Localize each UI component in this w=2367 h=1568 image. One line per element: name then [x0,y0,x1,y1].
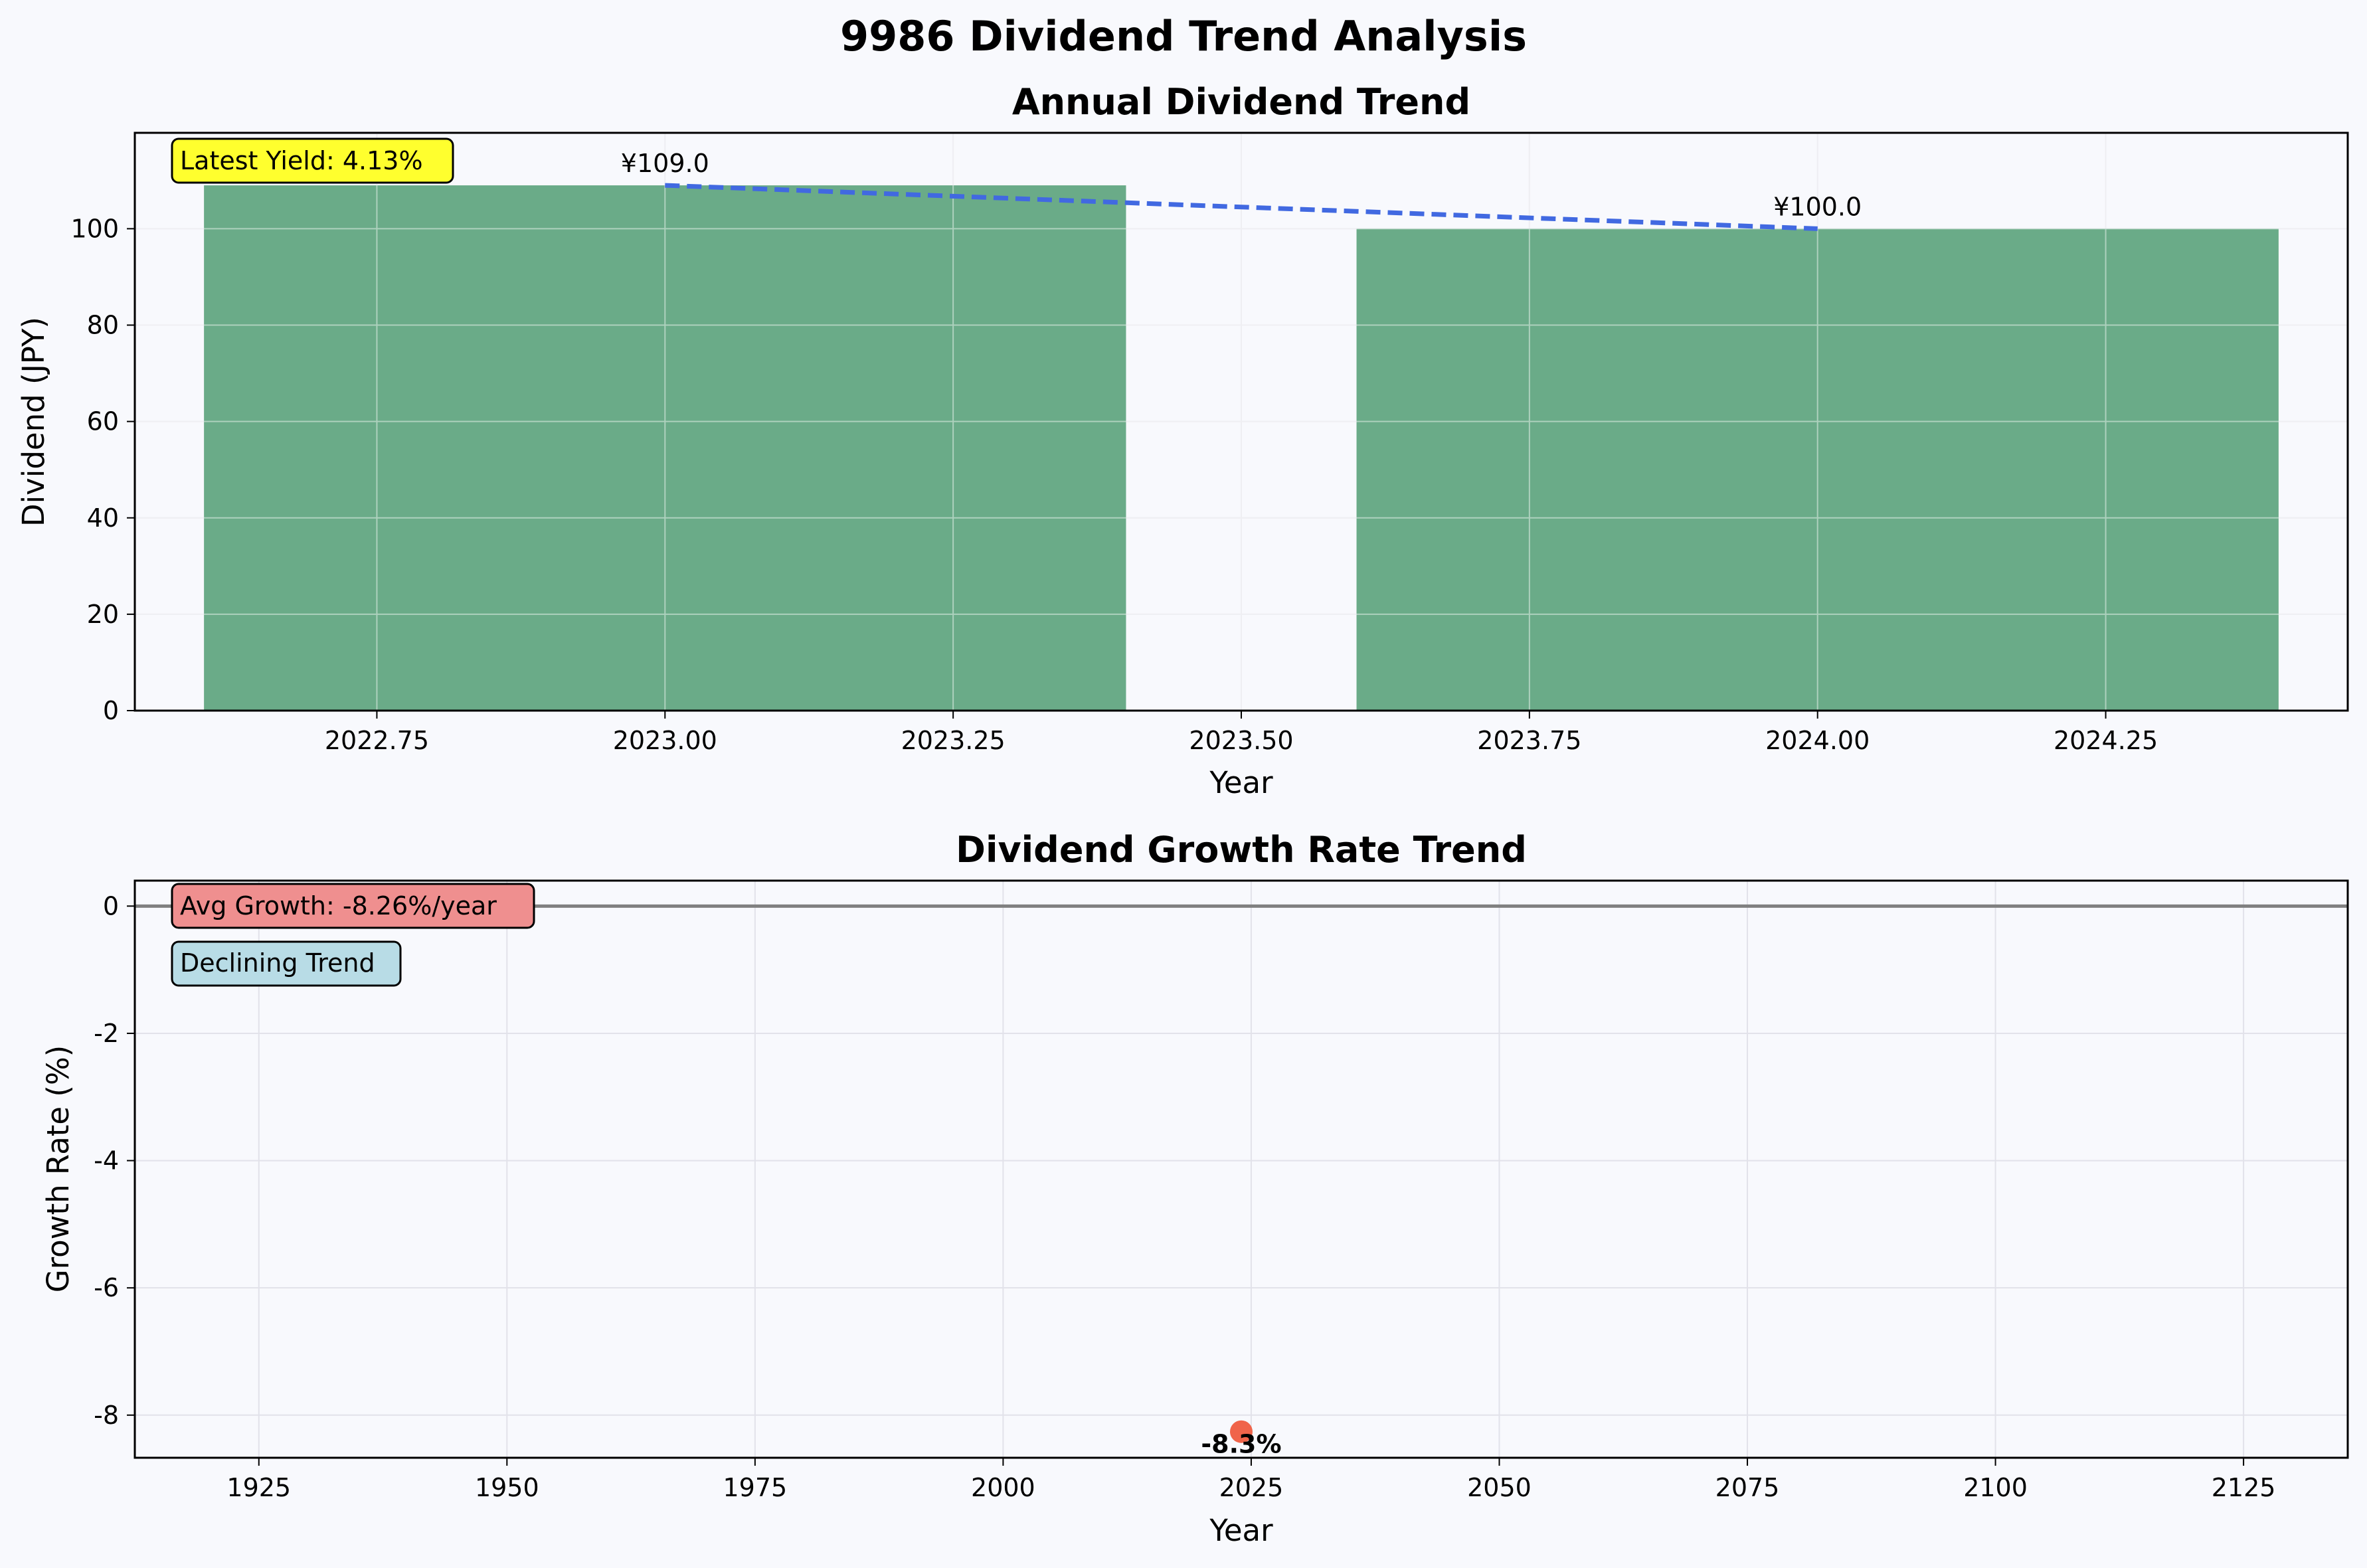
annual-x-tick-label: 2024.00 [1765,726,1870,755]
growth-x-tick-label: 2100 [1963,1473,2028,1502]
growth-points [1230,1420,1253,1443]
growth-data-labels: -8.3% [1201,1430,1281,1459]
annual-y-tick-label: 20 [87,600,119,629]
avg-growth-box [171,883,535,929]
annual-x-axis-label: Year [1209,765,1273,800]
annual-x-tick-label: 2023.25 [901,726,1006,755]
annual-x-tick-label: 2023.50 [1189,726,1293,755]
annual-y-tick-label: 80 [87,311,119,340]
annual-y-tick-label: 40 [87,503,119,533]
annual-data-labels: ¥109.0 ¥100.0 [621,149,1862,221]
growth-y-ticks: 0 -2 -4 -6 -8 [94,891,135,1430]
growth-x-tick-label: 2025 [1219,1473,1284,1502]
growth-x-tick-label: 2050 [1467,1473,1532,1502]
growth-y-tick-label: 0 [103,891,119,920]
avg-growth-text: Avg Growth: -8.26%/year [180,891,497,920]
annual-x-ticks: 2022.75 2023.00 2023.25 2023.50 2023.75 2024.… [325,711,2158,755]
growth-grid [135,881,2348,1458]
latest-yield-text: Latest Yield: 4.13% [180,146,423,175]
growth-value-label: -8.3% [1201,1430,1281,1459]
growth-x-ticks: 1925 1950 1975 2000 2025 2050 2075 2100 2125 [226,1458,2275,1502]
growth-x-tick-label: 2000 [971,1473,1035,1502]
annual-bars [135,133,2348,711]
latest-yield-annotation: Latest Yield: 4.13% [171,137,454,184]
annual-x-tick-label: 2022.75 [325,726,429,755]
growth-plot-frame [133,879,2349,1459]
annual-y-axis-label: Dividend (JPY) [16,317,51,527]
growth-x-tick-label: 1950 [475,1473,539,1502]
dividend-bar [204,185,1126,711]
dividend-bar [1356,228,2279,711]
dividend-value-label: ¥100.0 [1773,192,1862,221]
annual-chart-title: Annual Dividend Trend [1012,81,1470,123]
annual-trend-layer [665,183,1818,231]
growth-x-axis-label: Year [1209,1513,1273,1548]
growth-x-tick-label: 1925 [226,1473,291,1502]
growth-x-tick-label: 2075 [1715,1473,1780,1502]
growth-x-tick-label: 1975 [723,1473,787,1502]
trend-status-box [171,940,402,987]
growth-y-tick-label: -2 [94,1019,119,1048]
growth-plot-area [135,881,2348,1458]
dividend-value-label: ¥109.0 [621,149,709,178]
trend-status-text: Declining Trend [180,948,375,978]
growth-rate-panel: -8.3% 1925 1950 1975 2000 2025 2050 2075 2100 21… [41,829,2349,1548]
growth-y-axis-label: Growth Rate (%) [41,1045,76,1293]
latest-yield-box [171,137,454,184]
avg-growth-annotation: Avg Growth: -8.26%/year [171,883,535,929]
annual-x-tick-label: 2023.00 [613,726,717,755]
annual-x-tick-label: 2024.25 [2054,726,2158,755]
growth-y-tick-label: -4 [94,1146,119,1176]
annual-y-ticks: 0 20 40 60 80 100 [70,214,135,725]
annual-y-tick-label: 60 [87,407,119,436]
annual-y-tick-label: 0 [103,696,119,725]
growth-y-tick-label: -6 [94,1273,119,1302]
growth-chart-title: Dividend Growth Rate Trend [956,829,1527,871]
annual-dividend-panel: ¥109.0 ¥100.0 2022.75 2023.00 2023.25 2023.5… [16,81,2349,800]
dividend-trend-line [665,183,1818,231]
annual-x-tick-label: 2023.75 [1477,726,1581,755]
growth-point [1230,1420,1253,1443]
trend-status-annotation: Declining Trend [171,940,402,987]
annual-y-tick-label: 100 [70,214,119,243]
growth-x-tick-label: 2125 [2212,1473,2276,1502]
growth-y-tick-label: -8 [94,1401,119,1430]
figure-title: 9986 Dividend Trend Analysis [840,12,1527,60]
